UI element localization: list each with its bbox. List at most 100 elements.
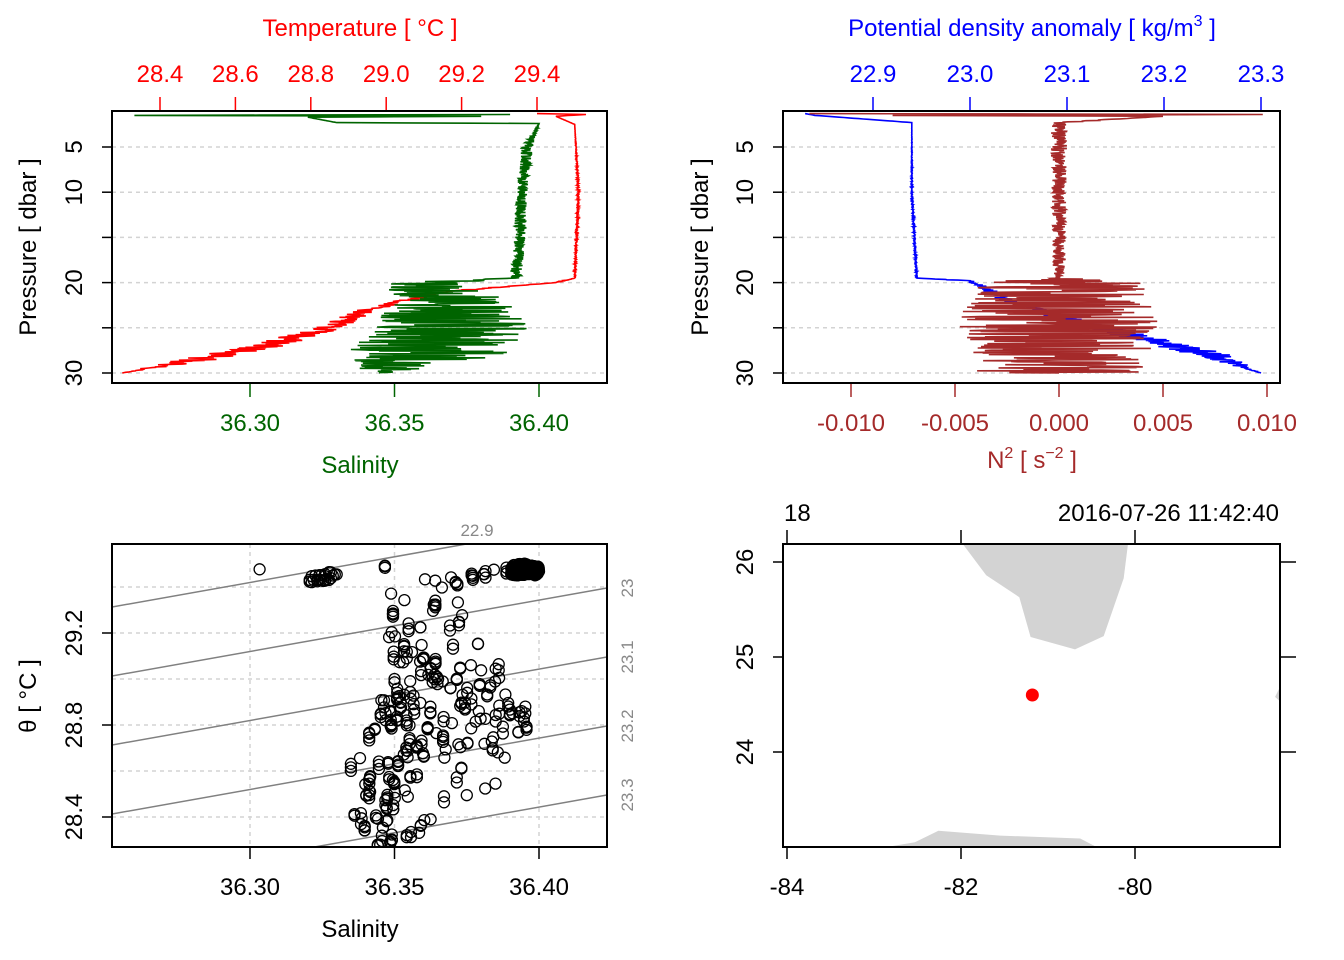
top-tick-label: 29.2 <box>438 61 485 88</box>
ts-point <box>404 825 418 839</box>
panel-map: 18 2016-07-26 11:42:40 -84 -82 -80 24 25 26 <box>732 500 1296 901</box>
ts-point <box>429 574 442 587</box>
bottom-tick-label: 36.40 <box>509 410 569 437</box>
ts-point <box>429 655 442 668</box>
x-tick-label: 36.40 <box>509 874 569 901</box>
isopycnal-line <box>112 544 471 608</box>
x-tick-label: 36.35 <box>364 874 424 901</box>
ts-point <box>400 719 413 732</box>
ts-point <box>446 642 460 655</box>
ts-point <box>437 790 451 803</box>
panel-density-n2: Potential density anomaly [ kg/m3 ] N2 [… <box>687 13 1297 474</box>
ts-point <box>374 708 387 721</box>
ts-point <box>436 730 450 744</box>
plot-frame <box>111 110 608 384</box>
ts-point <box>424 706 437 719</box>
top-tick-label: 23.1 <box>1044 61 1091 88</box>
top-tick-label: 22.9 <box>850 61 897 88</box>
ts-point <box>437 710 450 724</box>
ts-point <box>484 679 497 692</box>
latitude-tick-label: 26 <box>732 549 759 576</box>
top-tick-label: 23.3 <box>1238 61 1285 88</box>
ts-point <box>404 770 417 783</box>
ts-point <box>363 770 377 783</box>
ts-point <box>414 668 428 682</box>
ts-point <box>414 621 427 634</box>
ts-point <box>355 812 368 825</box>
longitude-tick-label: -80 <box>1118 874 1153 901</box>
bottom-tick-label: 36.30 <box>220 410 280 437</box>
ts-point <box>387 653 400 666</box>
station-time-label: 2016-07-26 11:42:40 <box>1058 500 1279 527</box>
longitude-tick-label: -82 <box>944 874 979 901</box>
ts-point <box>363 792 376 805</box>
ts-point <box>443 619 457 632</box>
isopycnal-line <box>112 587 607 677</box>
y-tick-label: 28.4 <box>61 794 88 841</box>
top-tick-label: 28.4 <box>137 61 184 88</box>
ts-point <box>465 722 478 735</box>
ts-point <box>435 581 449 594</box>
ts-point <box>465 698 478 711</box>
ts-salinity-axis-title: Salinity <box>321 916 398 943</box>
isopycnal-label: 23.2 <box>618 709 637 742</box>
y-tick-label: 20 <box>61 269 88 296</box>
ts-point <box>474 712 487 725</box>
y-tick-label: 5 <box>61 140 88 153</box>
ts-point <box>422 668 435 682</box>
ts-point <box>489 777 502 790</box>
ts-point <box>450 673 463 687</box>
ts-point <box>486 742 499 755</box>
ts-point <box>418 813 431 827</box>
land-polygon <box>962 544 1128 650</box>
ts-point <box>416 747 430 760</box>
isopycnal-label: 22.9 <box>460 521 493 540</box>
ts-point <box>358 824 371 837</box>
ts-point <box>517 711 531 724</box>
ts-point <box>503 707 517 721</box>
ts-point <box>466 571 480 584</box>
plot-frame <box>111 543 608 848</box>
ts-point <box>402 625 415 638</box>
y-tick-label: 10 <box>61 179 88 206</box>
ts-point <box>391 754 405 768</box>
ts-point <box>520 558 533 572</box>
ts-point <box>461 686 474 699</box>
ts-point <box>429 594 442 607</box>
ts-point <box>391 758 405 771</box>
ts-point <box>404 830 418 844</box>
ts-point <box>379 794 392 807</box>
ts-point <box>452 616 466 629</box>
ts-point <box>348 809 361 822</box>
ts-point <box>368 722 381 735</box>
y-tick-label: 20 <box>732 269 759 296</box>
ts-point <box>479 782 492 795</box>
top-tick-label: 29.4 <box>514 61 561 88</box>
bottom-tick-label: 36.35 <box>364 410 424 437</box>
ts-point <box>400 714 413 727</box>
ts-point <box>438 751 451 764</box>
ts-point <box>499 688 512 701</box>
ts-point <box>436 735 450 749</box>
n2-axis-title: N2 [ s−2 ] <box>987 445 1077 474</box>
n2-line <box>809 112 1263 374</box>
ts-point <box>450 776 463 789</box>
ts-point <box>385 833 398 846</box>
station-marker <box>1025 688 1039 702</box>
ts-point <box>391 682 404 695</box>
ts-point <box>397 639 411 653</box>
y-tick-label: 29.2 <box>61 610 88 657</box>
ts-point <box>414 664 428 678</box>
ts-point <box>437 796 451 809</box>
ts-point <box>418 573 432 586</box>
ts-point <box>387 803 400 816</box>
top-tick-label: 23.2 <box>1141 61 1188 88</box>
ts-point <box>444 681 457 695</box>
ts-point <box>394 696 407 709</box>
isopycnal-line <box>112 725 607 815</box>
ts-point <box>307 573 320 587</box>
isopycnal-label: 23 <box>618 579 637 598</box>
ts-point <box>461 737 474 750</box>
ts-point <box>415 734 428 747</box>
